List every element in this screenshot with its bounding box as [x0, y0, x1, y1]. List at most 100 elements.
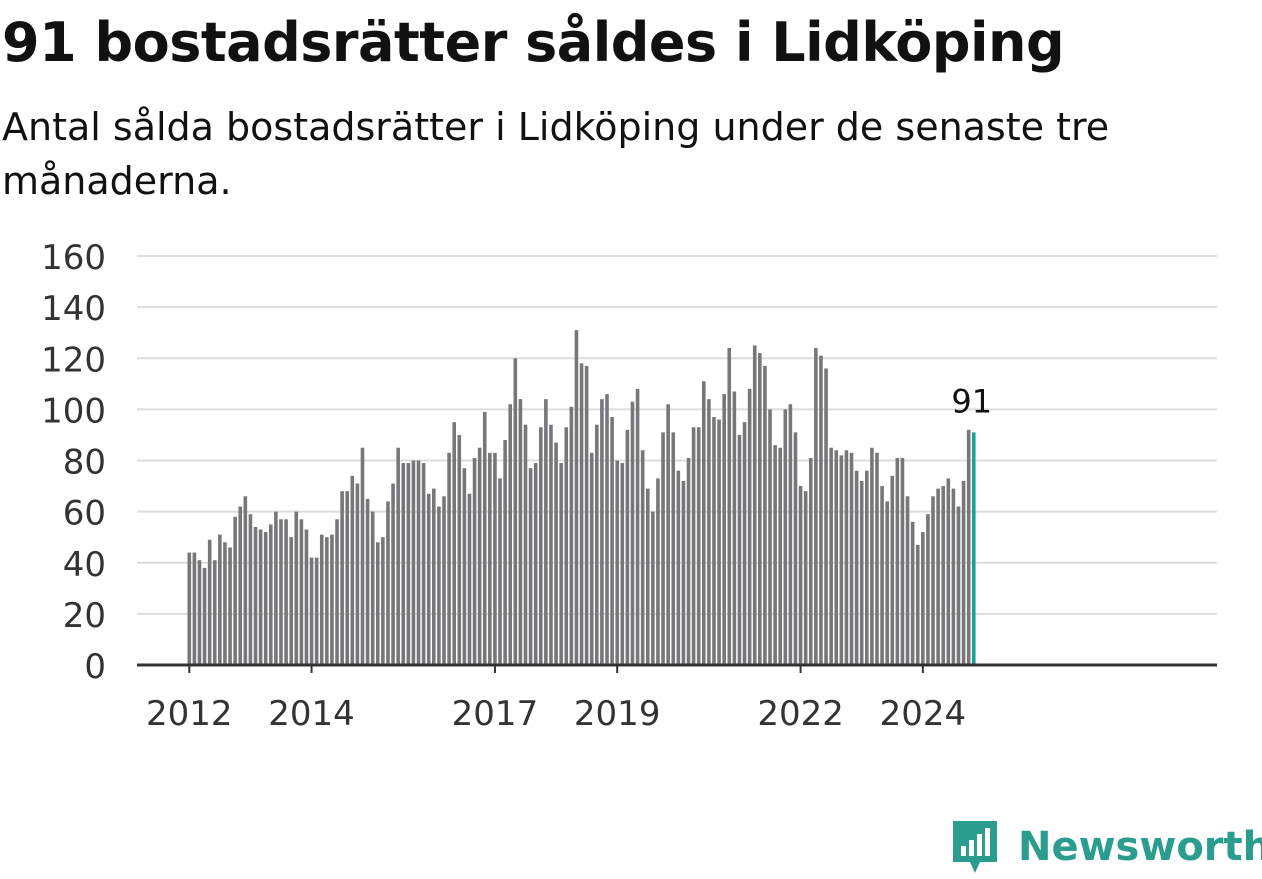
bar — [666, 404, 670, 665]
bar — [233, 516, 237, 665]
bar — [401, 463, 406, 665]
chart-title: 91 bostadsrätter såldes i Lidköping — [2, 11, 1065, 74]
bar — [956, 506, 961, 665]
bar — [834, 450, 839, 665]
bar — [508, 404, 513, 665]
x-tick-label: 2014 — [268, 694, 355, 734]
bars — [187, 330, 976, 665]
bar — [778, 447, 783, 665]
bar — [564, 427, 569, 665]
bar — [900, 457, 905, 665]
bar — [396, 447, 400, 665]
bar — [656, 478, 660, 665]
bar — [946, 478, 951, 665]
bar — [865, 470, 869, 665]
x-axis — [137, 663, 1217, 673]
bar — [880, 486, 884, 665]
bar — [314, 557, 319, 665]
bar — [432, 488, 436, 665]
bar — [350, 475, 355, 665]
bar — [488, 452, 492, 665]
bar — [477, 447, 482, 665]
annotations: 91 — [951, 382, 992, 420]
bar — [610, 417, 614, 665]
bar — [559, 463, 563, 665]
bar — [289, 537, 293, 665]
y-tick-label: 60 — [63, 494, 106, 534]
x-tick-label: 2019 — [574, 694, 661, 734]
bar — [426, 493, 431, 665]
bar — [661, 432, 665, 665]
chart-subtitle: Antal sålda bostadsrätter i Lidköping un… — [2, 105, 1110, 203]
bar — [651, 511, 655, 665]
y-tick-label: 160 — [41, 238, 106, 278]
last-value-label: 91 — [951, 382, 992, 420]
bar — [681, 480, 686, 665]
bar — [493, 452, 497, 665]
bar — [258, 529, 263, 665]
bar — [335, 519, 339, 665]
y-tick-label: 20 — [63, 596, 106, 636]
bar — [895, 457, 900, 665]
bar — [691, 427, 696, 665]
y-axis-tick-labels: 0 20 40 60 80 100 120 140 160 — [41, 238, 106, 687]
bar — [269, 524, 273, 665]
bar — [437, 506, 441, 665]
y-tick-label: 120 — [41, 340, 106, 380]
bar — [574, 330, 579, 665]
bar — [951, 488, 956, 665]
bar — [284, 519, 288, 665]
bar — [671, 432, 676, 665]
bar — [442, 496, 446, 665]
bar — [620, 463, 625, 665]
bar — [549, 424, 553, 665]
bar — [533, 463, 538, 665]
bar — [462, 468, 467, 665]
bar — [584, 365, 589, 665]
bar — [452, 422, 456, 665]
bar — [513, 358, 518, 665]
bar — [472, 457, 477, 665]
bar — [859, 480, 864, 665]
bar — [569, 406, 574, 665]
bar — [870, 447, 874, 665]
x-tick-label: 2017 — [452, 694, 539, 734]
bar — [325, 537, 329, 665]
x-tick-label: 2022 — [757, 694, 844, 734]
bar — [915, 544, 920, 665]
y-tick-label: 0 — [84, 647, 106, 687]
bar — [330, 534, 334, 665]
bar — [218, 534, 222, 665]
y-tick-label: 80 — [63, 443, 106, 483]
bar — [788, 404, 793, 665]
newsworthy-logo: Newsworthy — [950, 818, 1262, 876]
bar — [386, 501, 390, 665]
bar — [635, 388, 640, 665]
bar — [910, 521, 915, 665]
bar — [345, 491, 350, 665]
bar — [931, 496, 935, 665]
bar — [197, 560, 202, 665]
bar — [630, 401, 635, 665]
bar — [421, 463, 426, 665]
bar — [707, 399, 711, 665]
bar — [263, 532, 268, 665]
bar — [839, 455, 844, 665]
y-tick-label: 100 — [41, 391, 106, 431]
bar — [279, 519, 283, 665]
bar — [299, 519, 304, 665]
bar — [406, 463, 411, 665]
y-tick-label: 140 — [41, 289, 106, 329]
y-tick-label: 40 — [63, 545, 106, 585]
bar — [814, 348, 818, 665]
bar — [457, 434, 462, 665]
bar — [885, 501, 889, 665]
bar — [223, 542, 227, 665]
x-axis-tick-labels: 2012 2014 2017 2019 2022 2024 — [146, 694, 966, 734]
bar — [360, 447, 365, 665]
bar — [309, 557, 314, 665]
bar — [187, 552, 192, 665]
bar — [528, 468, 533, 665]
bar — [498, 478, 502, 665]
bar — [747, 388, 752, 665]
